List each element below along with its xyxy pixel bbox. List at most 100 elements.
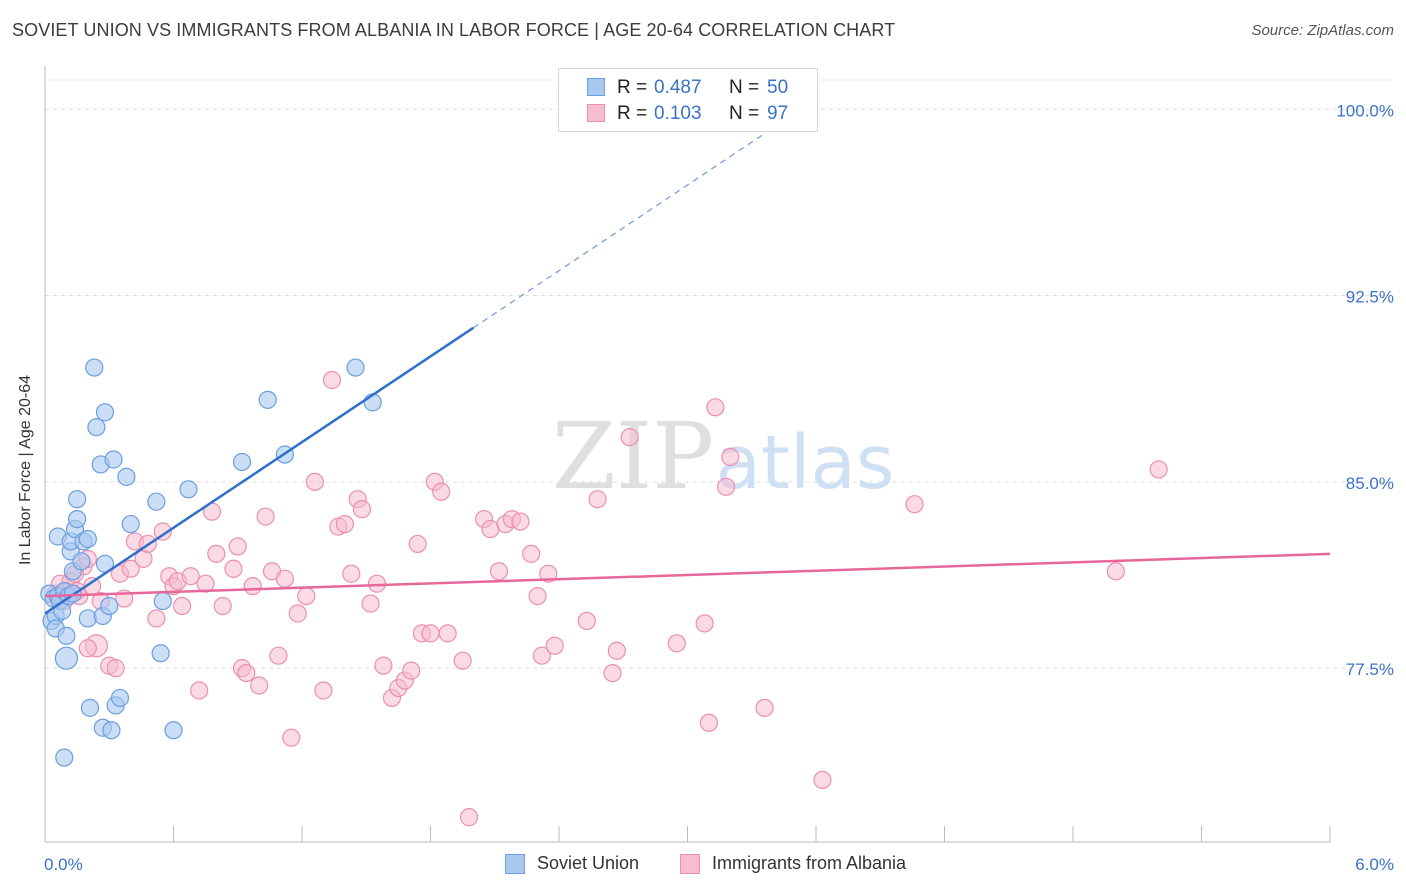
albania-point (361, 594, 380, 613)
albania-point (532, 646, 551, 665)
soviet-point (78, 529, 97, 549)
albania-point (706, 398, 725, 417)
albania-point (288, 604, 307, 623)
albania-point (314, 681, 333, 700)
albania-trend-line (44, 552, 1331, 598)
legend-label-albania: Immigrants from Albania (712, 853, 907, 873)
soviet-point (78, 609, 97, 628)
y-tick-label: 77.5% (1346, 660, 1394, 679)
albania-point (78, 639, 97, 658)
soviet-point (95, 403, 115, 422)
albania-point (237, 663, 256, 683)
soviet-point (117, 467, 136, 486)
chart-title: SOVIET UNION VS IMMIGRANTS FROM ALBANIA … (12, 20, 896, 40)
axes (44, 66, 1331, 843)
y-axis-label-wrap: In Labor Force | Age 20-64 (6, 375, 46, 565)
albania-point (106, 659, 125, 678)
albania-point (716, 477, 736, 496)
r-label: R = (617, 77, 648, 98)
r-label: R = (617, 103, 648, 124)
soviet-point (164, 721, 183, 740)
albania-point (421, 624, 440, 643)
soviet-trend-extension (473, 134, 763, 329)
albania-swatch (680, 854, 700, 874)
soviet-point (68, 509, 87, 529)
x-tick-labels: 0.0% 6.0% (44, 855, 1394, 874)
y-axis-label: In Labor Force | Age 20-64 (17, 374, 34, 566)
albania-point (213, 596, 232, 616)
albania-point (402, 661, 421, 680)
albania-point (489, 562, 509, 581)
albania-swatch (587, 104, 605, 122)
soviet-point (110, 688, 130, 708)
r-value: 0.103 (654, 103, 702, 124)
soviet-swatch (587, 78, 605, 96)
watermark-zip: ZIP (552, 403, 714, 510)
soviet-point (151, 644, 170, 663)
legend-label-soviet: Soviet Union (537, 853, 640, 873)
soviet-trend-line (44, 326, 475, 615)
soviet-point (85, 358, 104, 377)
albania-point (453, 651, 472, 670)
y-tick-label: 85.0% (1346, 474, 1394, 493)
stats-row-soviet: R = 0.487 N = 50 (559, 75, 817, 101)
albania-point (181, 567, 200, 586)
x-tick-label: 6.0% (1355, 855, 1394, 874)
albania-point (282, 728, 301, 747)
albania-point (335, 514, 354, 534)
albania-point (607, 641, 626, 660)
soviet-point (100, 596, 119, 616)
soviet-point (102, 721, 121, 740)
y-tick-label: 92.5% (1346, 288, 1394, 307)
albania-point (459, 808, 479, 827)
albania-point (695, 614, 714, 633)
albania-point (577, 611, 596, 631)
stats-legend: R = 0.487 N = 50 R = 0.103 N = 97 (558, 68, 818, 132)
albania-point (172, 596, 192, 616)
soviet-point (104, 450, 123, 469)
albania-point (305, 472, 324, 491)
albania-point (813, 770, 832, 790)
x-tick-label: 0.0% (44, 855, 83, 874)
albania-point (147, 609, 166, 628)
albania-point (603, 663, 622, 683)
soviet-point (57, 626, 76, 645)
albania-point (667, 634, 686, 653)
albania-point (207, 544, 226, 563)
trend-lines (44, 134, 1331, 615)
soviet-point (54, 646, 79, 670)
soviet-swatch (505, 854, 525, 874)
albania-point (588, 490, 607, 509)
albania-point (196, 574, 215, 593)
albania-point (224, 559, 243, 578)
albania-point (620, 428, 639, 447)
albania-point (342, 564, 361, 583)
soviet-point (55, 748, 74, 767)
albania-point (511, 512, 530, 531)
albania-point (275, 569, 294, 588)
watermark-atlas: atlas (716, 420, 895, 506)
albania-point (228, 537, 247, 556)
source-label: Source: ZipAtlas.com (1251, 22, 1394, 39)
soviet-point (87, 418, 106, 437)
n-label: N = (729, 77, 760, 98)
soviet-point (258, 390, 277, 409)
soviet-point (80, 698, 100, 717)
y-tick-label: 100.0% (1336, 101, 1394, 120)
albania-point (1149, 460, 1168, 479)
albania-point (269, 646, 288, 665)
albania-point (243, 577, 262, 596)
albania-point (528, 586, 547, 606)
albania-point (522, 544, 541, 563)
albania-point (297, 586, 316, 606)
soviet-point (121, 514, 140, 534)
soviet-point (346, 358, 365, 377)
soviet-point (232, 452, 252, 472)
y-tick-labels: 77.5% 85.0% 92.5% 100.0% (1336, 101, 1394, 679)
albania-point (721, 447, 740, 467)
albania-point (322, 370, 342, 390)
soviet-point (147, 492, 166, 511)
soviet-point (153, 591, 172, 611)
albania-point (352, 500, 372, 519)
r-value: 0.487 (654, 77, 702, 98)
